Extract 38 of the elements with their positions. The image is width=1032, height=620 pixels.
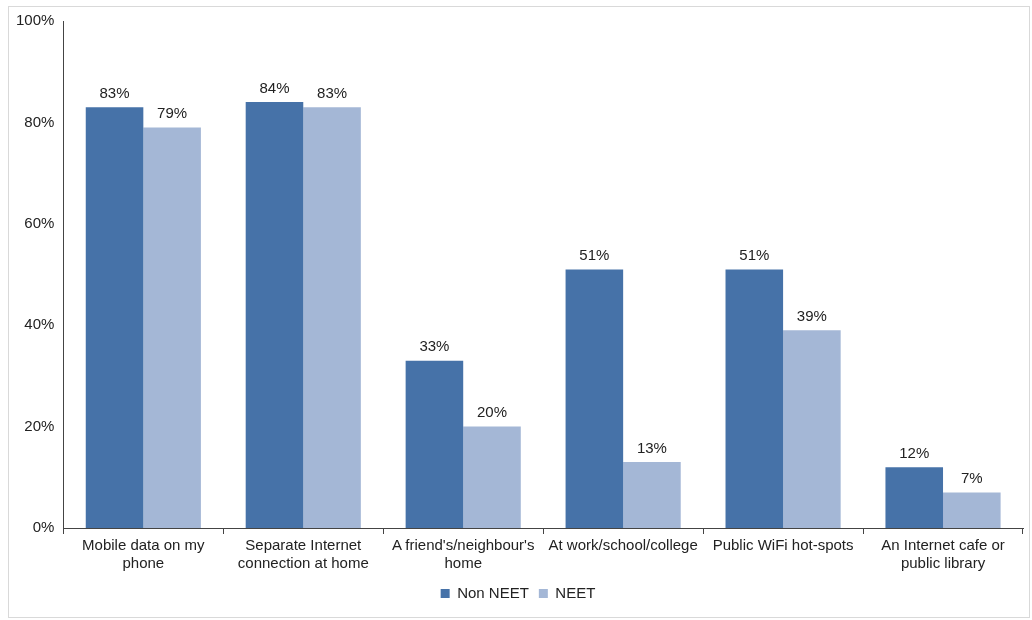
- legend-label: Non NEET: [457, 583, 529, 601]
- x-tick-label: Separate Internet connection at home: [237, 536, 369, 572]
- y-tick-label: 40%: [24, 315, 55, 333]
- bar: [623, 462, 681, 528]
- data-label: 12%: [899, 443, 930, 461]
- data-label: 33%: [419, 337, 450, 355]
- bar: [303, 107, 361, 528]
- y-tick-label: 60%: [24, 213, 55, 231]
- y-tick-label: 0%: [32, 518, 55, 536]
- bar: [943, 492, 1001, 528]
- bar: [405, 360, 464, 528]
- y-tick-label: 100%: [15, 11, 55, 29]
- bar: [783, 330, 841, 528]
- x-tick-label: A friend's/neighbour's home: [391, 536, 535, 572]
- data-label: 20%: [476, 403, 508, 421]
- data-label: 7%: [960, 469, 983, 487]
- x-tick-label: At work/school/college: [548, 536, 698, 554]
- data-label: 83%: [99, 83, 130, 101]
- x-tick-label: An Internet cafe or public library: [881, 536, 1005, 572]
- data-label: 51%: [579, 246, 610, 264]
- data-label: 83%: [317, 83, 348, 101]
- bar: [885, 467, 944, 528]
- bar: [725, 269, 784, 528]
- bar: [143, 127, 201, 528]
- y-tick-label: 20%: [24, 416, 55, 434]
- data-label: 13%: [636, 438, 667, 456]
- bar: [85, 107, 144, 528]
- data-label: 39%: [796, 306, 827, 324]
- legend-label: NEET: [555, 583, 596, 601]
- x-tick-label: Public WiFi hot-spots: [712, 536, 854, 554]
- data-label: 84%: [259, 78, 290, 96]
- bar: [565, 269, 624, 528]
- bar: [463, 426, 521, 528]
- data-label: 51%: [739, 246, 770, 264]
- y-tick-label: 80%: [24, 112, 55, 130]
- bar: [245, 102, 304, 528]
- data-label: 79%: [157, 104, 188, 122]
- x-tick-label: Mobile data on my phone: [82, 536, 206, 572]
